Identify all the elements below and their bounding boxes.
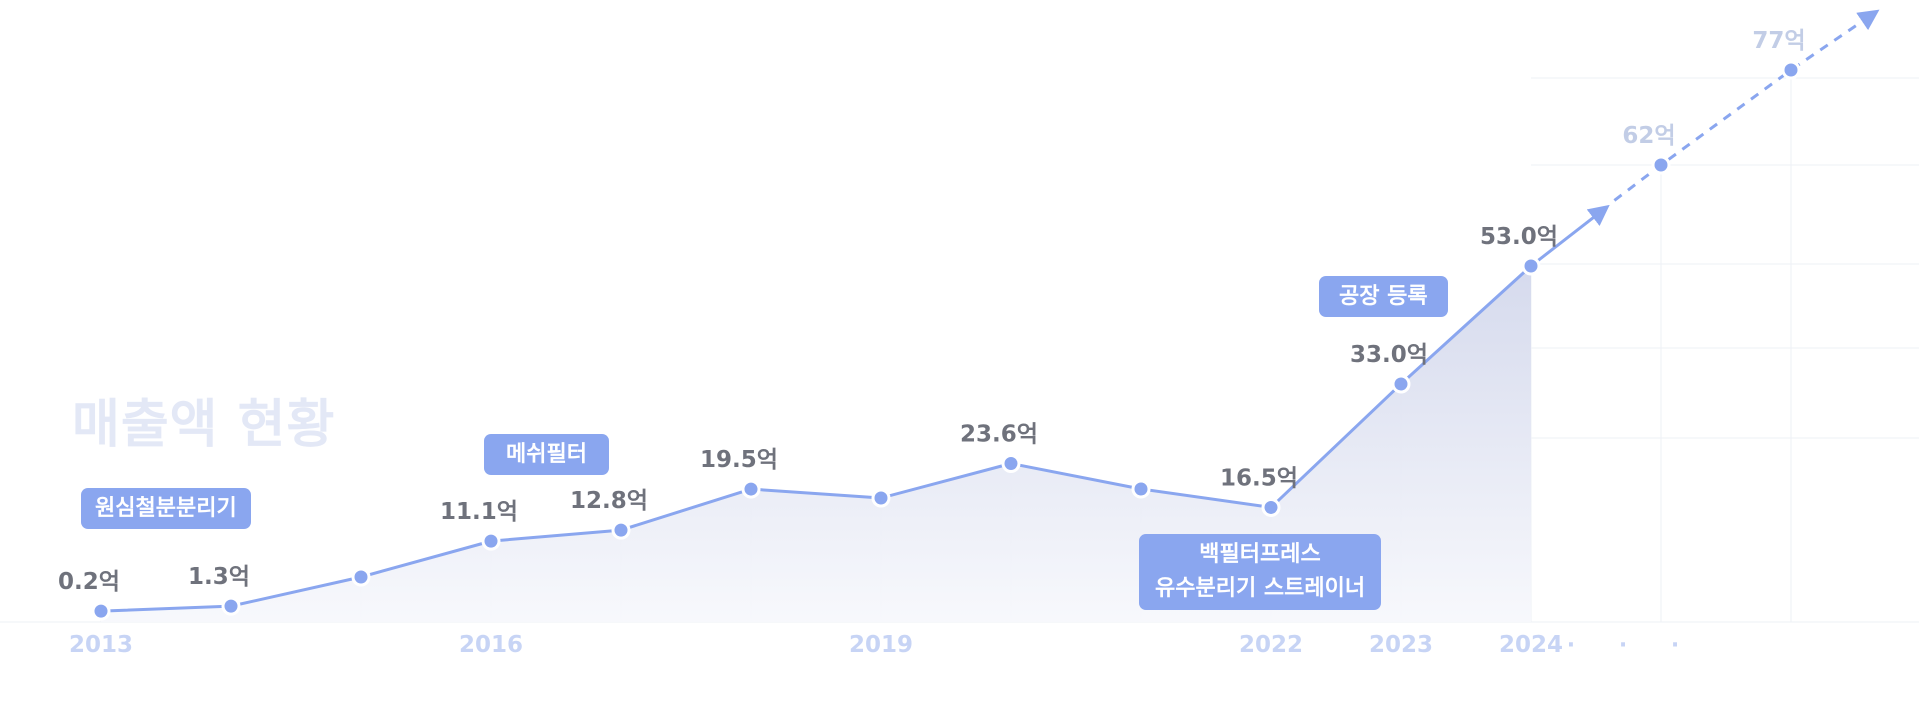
- data-value-label: 11.1억: [440, 499, 518, 525]
- milestone-tag-factory-registration: 공장 등록: [1319, 276, 1448, 317]
- data-value-label: 0.2억: [58, 569, 120, 595]
- data-point: [91, 601, 111, 621]
- milestone-tag-centrifuge: 원심철분분리기: [81, 488, 251, 529]
- data-value-label: 23.6억: [960, 422, 1038, 448]
- data-point: [1521, 256, 1541, 276]
- data-point: [351, 567, 371, 587]
- data-point: [481, 531, 501, 551]
- x-tick-label: 2016: [459, 632, 523, 658]
- milestone-line: 유수분리기 스트레이너: [1155, 576, 1366, 601]
- x-tick-label: 2019: [849, 632, 913, 658]
- milestone-tag-mesh-filter: 메쉬필터: [484, 434, 609, 475]
- milestone-line: 공장 등록: [1339, 284, 1428, 309]
- x-tick-label: 2022: [1239, 632, 1303, 658]
- x-tick-label: 2023: [1369, 632, 1433, 658]
- data-point: [1261, 497, 1281, 517]
- data-value-label: 77억: [1752, 28, 1805, 54]
- data-value-label: 12.8억: [570, 488, 648, 514]
- data-point: [1781, 60, 1801, 80]
- data-point: [871, 488, 891, 508]
- series-line-projected: [1613, 9, 1880, 202]
- series-line-layer: [100, 9, 1880, 613]
- data-point-layer: [91, 60, 1801, 621]
- data-value-label: 53.0억: [1480, 224, 1558, 250]
- milestone-line: 백필터프레스: [1199, 542, 1321, 567]
- chart-title: 매출액 현황: [72, 395, 336, 455]
- data-value-label: 1.3억: [188, 564, 250, 590]
- data-value-label: 33.0억: [1350, 342, 1428, 368]
- data-value-label: 62억: [1622, 123, 1675, 149]
- data-point: [221, 596, 241, 616]
- data-point: [1001, 454, 1021, 473]
- milestone-tag-bag-filter-press: 백필터프레스 유수분리기 스트레이너: [1139, 534, 1382, 610]
- data-point: [611, 520, 631, 540]
- area-fill: [101, 266, 1531, 622]
- data-point: [1391, 374, 1411, 394]
- data-point: [741, 479, 761, 499]
- data-point: [1651, 155, 1671, 175]
- x-tick-label: 2024: [1499, 632, 1563, 658]
- data-value-label: 19.5억: [700, 447, 778, 473]
- x-axis-label-layer: 2013 2016 2019 2022 2023 2024 · · ·: [69, 632, 1697, 658]
- data-value-label: 16.5억: [1220, 465, 1298, 491]
- x-tick-label: 2013: [69, 632, 133, 658]
- series-line-arrow: [1530, 204, 1610, 268]
- value-label-layer: 0.2억 1.3억 11.1억 12.8억 19.5억 23.6억 16.5억 33.0억 53…: [58, 28, 1806, 595]
- data-point: [1131, 479, 1151, 499]
- milestone-line: 메쉬필터: [506, 442, 587, 467]
- milestone-line: 원심철분분리기: [95, 496, 237, 521]
- area-under-line: [101, 266, 1531, 622]
- series-line-actual: [100, 264, 1533, 613]
- x-axis-ellipsis: · · ·: [1567, 633, 1697, 658]
